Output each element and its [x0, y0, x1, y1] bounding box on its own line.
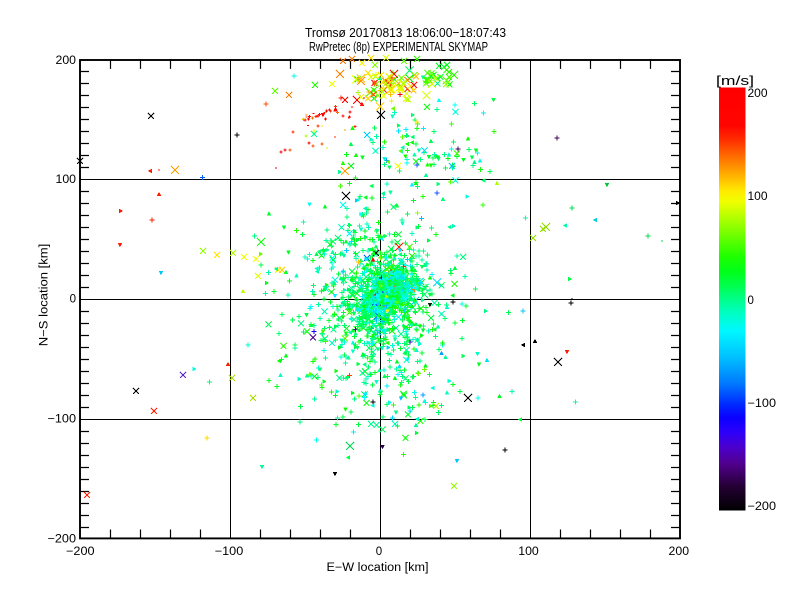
svg-text:Tromsø 20170813 18:06:00−18:07: Tromsø 20170813 18:06:00−18:07:43 — [305, 25, 506, 40]
svg-text:0: 0 — [748, 295, 754, 307]
svg-text:−100: −100 — [215, 546, 244, 558]
svg-text:200: 200 — [56, 55, 77, 67]
svg-text:100: 100 — [56, 174, 77, 186]
svg-text:200: 200 — [669, 546, 690, 558]
svg-text:E−W location [km]: E−W location [km] — [327, 562, 429, 574]
svg-text:N−S location [km]: N−S location [km] — [39, 244, 51, 347]
svg-text:−200: −200 — [48, 534, 77, 546]
svg-text:[m/s]: [m/s] — [716, 74, 754, 88]
svg-text:−100: −100 — [48, 414, 77, 426]
svg-text:0: 0 — [376, 546, 382, 558]
svg-text:−200: −200 — [748, 501, 777, 513]
svg-text:100: 100 — [518, 546, 539, 558]
svg-text:−100: −100 — [748, 398, 777, 410]
svg-text:RwPretec (8p) EXPERIMENTAL SKY: RwPretec (8p) EXPERIMENTAL SKYMAP — [309, 39, 488, 54]
svg-text:0: 0 — [70, 294, 76, 306]
svg-text:100: 100 — [748, 191, 768, 203]
svg-text:200: 200 — [748, 88, 768, 100]
svg-text:−200: −200 — [66, 546, 95, 558]
